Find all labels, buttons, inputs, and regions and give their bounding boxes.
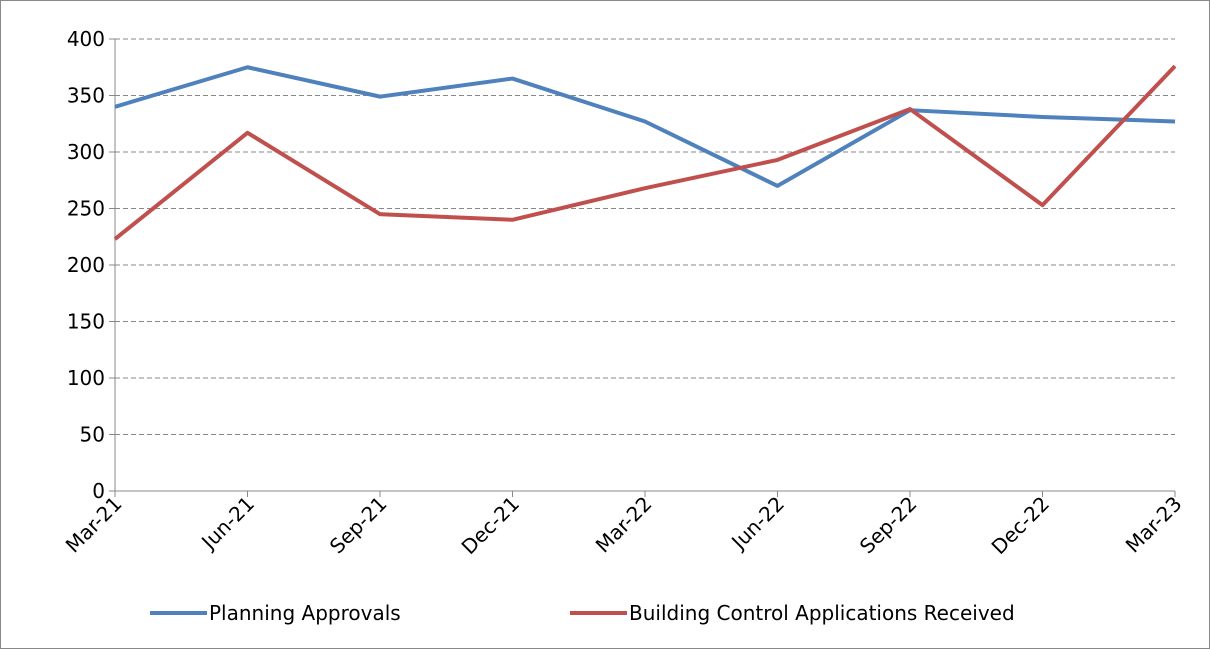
legend-label: Building Control Applications Received [629, 601, 1015, 625]
series-line [114, 65, 1176, 188]
y-tick-label: 150 [67, 310, 105, 334]
y-tick-label: 400 [67, 27, 105, 51]
y-tick-label: 0 [92, 479, 105, 503]
y-tick-label: 300 [67, 140, 105, 164]
y-tick-label: 100 [67, 366, 105, 390]
y-tick-label: 250 [67, 197, 105, 221]
y-tick-label: 350 [67, 84, 105, 108]
series-line [113, 64, 1177, 241]
y-tick-label: 200 [67, 253, 105, 277]
y-tick-label: 50 [80, 423, 105, 447]
legend-label: Planning Approvals [209, 601, 401, 625]
